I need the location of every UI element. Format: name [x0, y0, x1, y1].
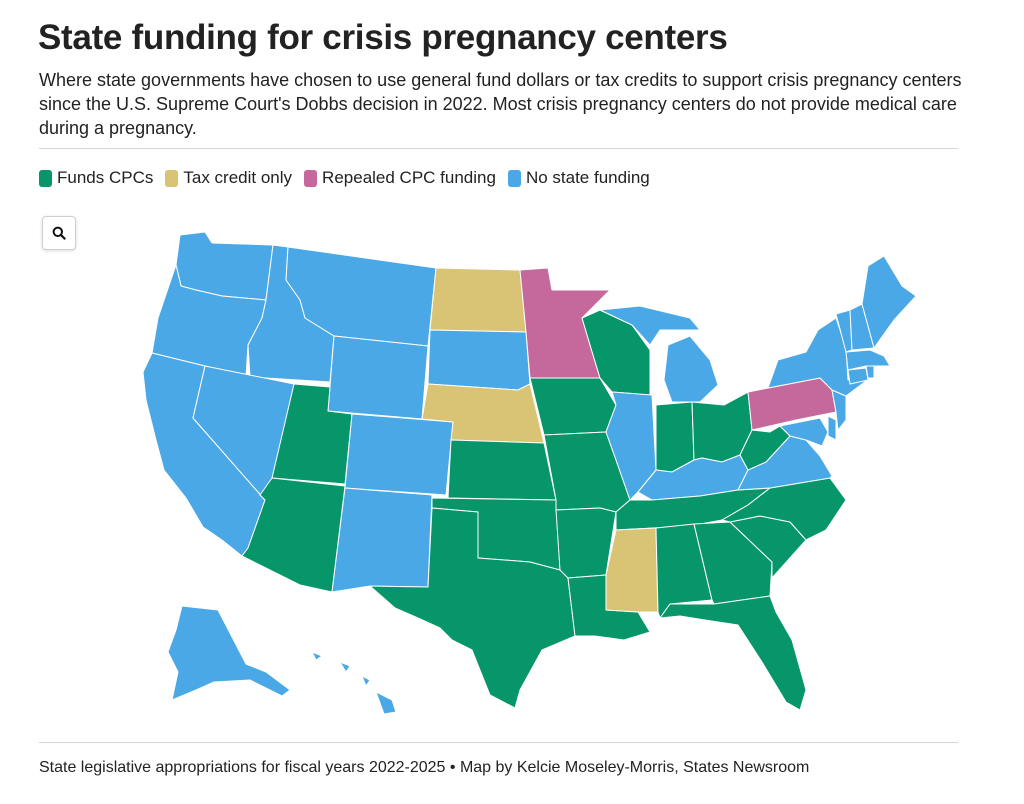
- state-fl[interactable]: [659, 595, 807, 711]
- state-co[interactable]: [344, 413, 454, 496]
- state-md[interactable]: [779, 417, 829, 447]
- state-in[interactable]: [655, 401, 695, 473]
- legend-item-tax: Tax credit only: [165, 168, 292, 188]
- divider-top: [39, 148, 958, 149]
- legend-item-repealed: Repealed CPC funding: [304, 168, 496, 188]
- state-de[interactable]: [827, 415, 837, 441]
- state-wy[interactable]: [327, 335, 429, 420]
- legend-swatch-tax: [165, 169, 179, 187]
- state-ia[interactable]: [529, 377, 617, 436]
- state-sd[interactable]: [427, 329, 531, 391]
- search-icon: [52, 226, 66, 240]
- legend-swatch-none: [507, 169, 521, 187]
- source-credit: State legislative appropriations for fis…: [39, 759, 810, 776]
- legend-label-repealed: Repealed CPC funding: [322, 168, 496, 187]
- legend-label-tax: Tax credit only: [183, 168, 293, 187]
- legend-item-none: No state funding: [507, 168, 650, 188]
- state-ct[interactable]: [847, 367, 869, 385]
- state-ma[interactable]: [845, 349, 891, 371]
- legend-label-funds: Funds CPCs: [57, 168, 154, 187]
- state-tx[interactable]: [369, 507, 576, 709]
- page-title: State funding for crisis pregnancy cente…: [38, 18, 728, 57]
- legend-label-none: No state funding: [525, 168, 650, 187]
- state-me[interactable]: [861, 255, 917, 349]
- state-ks[interactable]: [447, 439, 557, 501]
- legend: Funds CPCs Tax credit only Repealed CPC …: [39, 168, 652, 188]
- legend-swatch-funds: [39, 169, 52, 187]
- state-ri[interactable]: [865, 365, 875, 379]
- state-ak[interactable]: [167, 605, 291, 701]
- state-ar[interactable]: [555, 507, 617, 579]
- legend-item-funds: Funds CPCs: [39, 168, 153, 188]
- page-subtitle: Where state governments have chosen to u…: [39, 70, 962, 138]
- divider-bottom: [39, 742, 958, 743]
- state-mi[interactable]: [599, 305, 719, 403]
- state-ms[interactable]: [605, 527, 659, 613]
- state-hi[interactable]: [311, 651, 397, 715]
- state-wv[interactable]: [739, 425, 791, 471]
- zoom-button[interactable]: [42, 216, 76, 250]
- state-nm[interactable]: [331, 487, 433, 593]
- legend-swatch-repealed: [304, 169, 318, 187]
- state-nd[interactable]: [429, 267, 527, 333]
